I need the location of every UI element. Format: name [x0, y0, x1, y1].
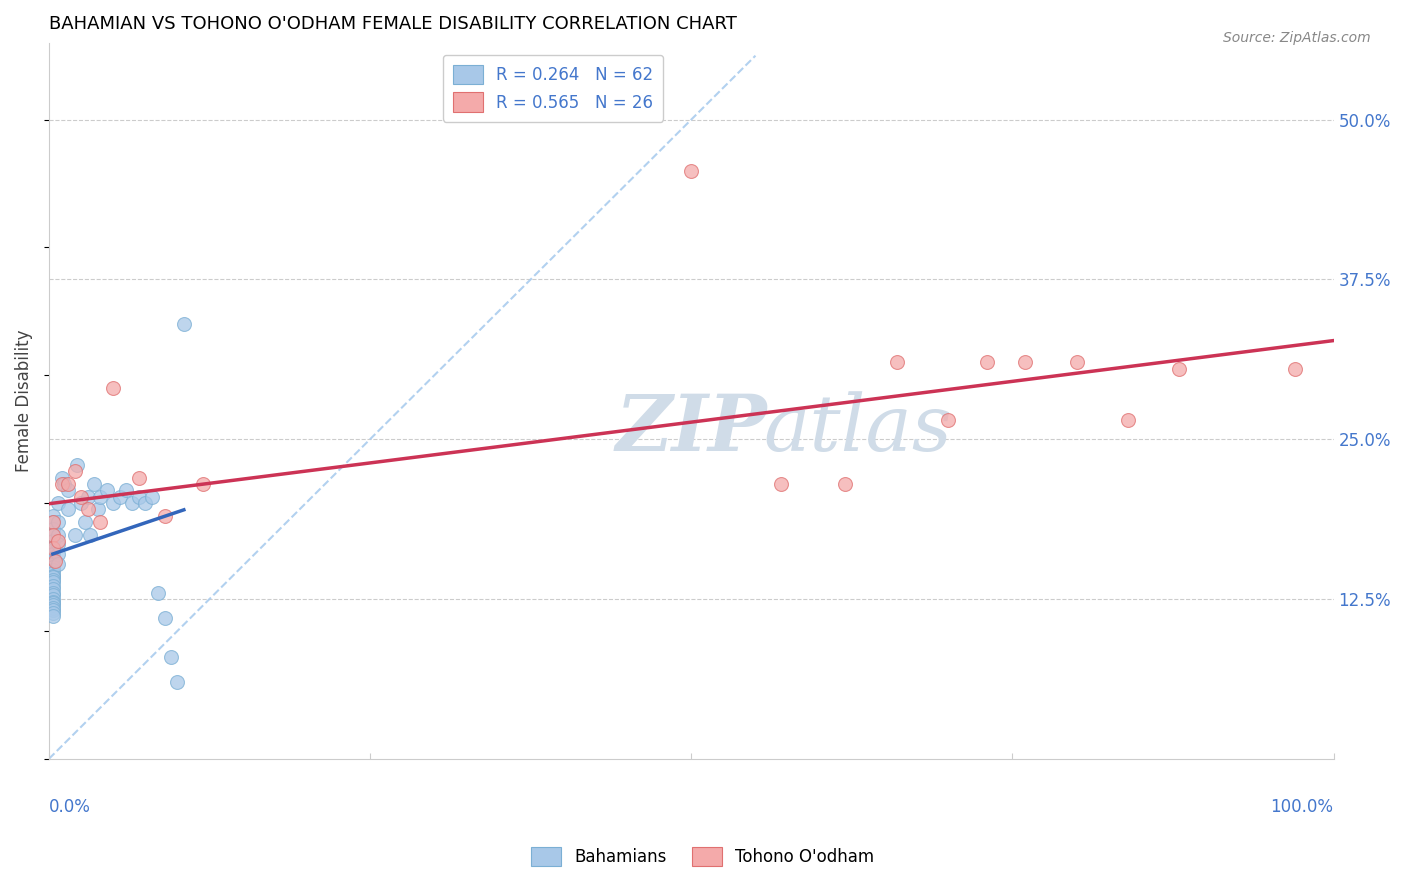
Point: [44, 554, 66, 568]
Point: [46, 496, 69, 510]
Legend: R = 0.264   N = 62, R = 0.565   N = 26: R = 0.264 N = 62, R = 0.565 N = 26: [443, 54, 664, 121]
Point: [42, 547, 65, 561]
Point: [42, 588, 65, 602]
Point: [42, 601, 65, 615]
Point: [42, 603, 65, 617]
Point: [128, 490, 150, 504]
Point: [42, 528, 65, 542]
Point: [58, 502, 80, 516]
Point: [160, 649, 183, 664]
Point: [58, 483, 80, 498]
Point: [770, 477, 793, 491]
Point: [42, 585, 65, 599]
Point: [42, 516, 65, 530]
Point: [42, 560, 65, 574]
Point: [87, 502, 110, 516]
Point: [46, 558, 69, 572]
Point: [51, 477, 73, 491]
Point: [42, 522, 65, 536]
Y-axis label: Female Disability: Female Disability: [15, 329, 32, 472]
Point: [42, 599, 65, 613]
Point: [73, 516, 96, 530]
Point: [63, 528, 86, 542]
Point: [42, 528, 65, 542]
Point: [83, 477, 105, 491]
Point: [42, 582, 65, 596]
Point: [42, 566, 65, 581]
Point: [191, 477, 214, 491]
Point: [166, 675, 188, 690]
Point: [153, 611, 176, 625]
Point: [89, 490, 111, 504]
Point: [42, 541, 65, 555]
Text: 100.0%: 100.0%: [1271, 798, 1333, 816]
Point: [976, 355, 998, 369]
Point: [42, 508, 65, 523]
Point: [1014, 355, 1036, 369]
Point: [42, 570, 65, 584]
Point: [42, 551, 65, 566]
Point: [76, 502, 98, 516]
Point: [70, 490, 93, 504]
Point: [1116, 413, 1139, 427]
Point: [42, 554, 65, 568]
Legend: Bahamians, Tohono O'odham: Bahamians, Tohono O'odham: [523, 838, 883, 875]
Point: [42, 592, 65, 607]
Point: [51, 470, 73, 484]
Point: [66, 458, 89, 472]
Point: [46, 534, 69, 549]
Text: atlas: atlas: [763, 392, 953, 467]
Point: [834, 477, 856, 491]
Point: [63, 464, 86, 478]
Point: [46, 537, 69, 551]
Point: [53, 477, 76, 491]
Point: [173, 317, 195, 331]
Text: 0.0%: 0.0%: [49, 798, 91, 816]
Point: [153, 508, 176, 523]
Point: [115, 483, 138, 498]
Point: [42, 573, 65, 587]
Point: [146, 585, 169, 599]
Point: [108, 490, 131, 504]
Point: [121, 496, 143, 510]
Point: [42, 541, 65, 555]
Point: [886, 355, 908, 369]
Point: [58, 477, 80, 491]
Point: [42, 575, 65, 590]
Point: [96, 483, 118, 498]
Point: [70, 496, 93, 510]
Point: [42, 579, 65, 593]
Point: [134, 496, 156, 510]
Point: [103, 381, 125, 395]
Point: [46, 516, 69, 530]
Point: [42, 516, 65, 530]
Point: [681, 163, 703, 178]
Point: [103, 496, 125, 510]
Point: [141, 490, 163, 504]
Point: [1168, 362, 1191, 376]
Point: [42, 543, 65, 558]
Point: [89, 516, 111, 530]
Point: [936, 413, 959, 427]
Point: [79, 528, 101, 542]
Text: Source: ZipAtlas.com: Source: ZipAtlas.com: [1223, 31, 1371, 45]
Point: [42, 606, 65, 620]
Text: ZIP: ZIP: [616, 392, 768, 467]
Point: [42, 594, 65, 608]
Text: BAHAMIAN VS TOHONO O'ODHAM FEMALE DISABILITY CORRELATION CHART: BAHAMIAN VS TOHONO O'ODHAM FEMALE DISABI…: [49, 15, 737, 33]
Point: [42, 569, 65, 583]
Point: [46, 528, 69, 542]
Point: [46, 547, 69, 561]
Point: [42, 596, 65, 610]
Point: [76, 490, 98, 504]
Point: [42, 558, 65, 572]
Point: [42, 534, 65, 549]
Point: [42, 608, 65, 623]
Point: [42, 563, 65, 577]
Point: [128, 470, 150, 484]
Point: [1066, 355, 1088, 369]
Point: [1284, 362, 1306, 376]
